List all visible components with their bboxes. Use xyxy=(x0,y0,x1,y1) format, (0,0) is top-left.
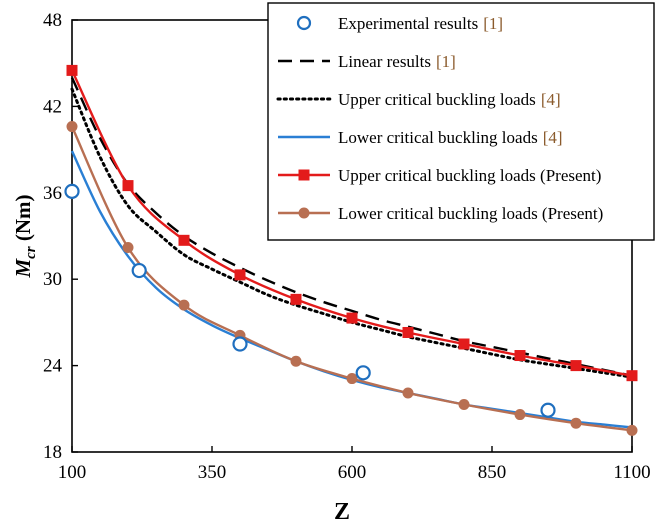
legend-symbol xyxy=(296,15,312,31)
legend-label: Lower critical buckling loads (Present) xyxy=(338,204,603,223)
legend-label-ref: [4] xyxy=(541,90,561,109)
data-point xyxy=(66,121,78,133)
data-point xyxy=(514,409,526,421)
legend-symbol-marker xyxy=(298,207,310,219)
series-2 xyxy=(70,77,633,377)
data-point xyxy=(234,269,246,281)
y-tick-label: 36 xyxy=(43,183,62,204)
data-point xyxy=(178,234,190,246)
legend-label-name: Lower critical buckling loads (Present) xyxy=(338,204,603,223)
legend-label-ref: [4] xyxy=(543,128,563,147)
data-point xyxy=(122,242,134,254)
data-point xyxy=(131,262,147,279)
data-point xyxy=(570,360,582,372)
legend-label-name: Lower critical buckling loads xyxy=(338,128,538,147)
x-tick-label: 850 xyxy=(478,462,507,483)
series-line xyxy=(70,69,633,377)
data-point xyxy=(402,326,414,338)
y-tick-label: 24 xyxy=(43,356,63,377)
data-point xyxy=(64,183,80,199)
data-point xyxy=(626,424,638,436)
x-tick-label: 350 xyxy=(198,462,227,483)
legend-entry-1: Experimental results [1] xyxy=(296,14,503,33)
series-line xyxy=(70,77,633,377)
series-5 xyxy=(66,64,638,382)
data-point xyxy=(626,370,638,382)
legend-label-name: Upper critical buckling loads xyxy=(338,90,536,109)
legend-label: Experimental results [1] xyxy=(338,14,503,33)
data-point xyxy=(514,350,526,362)
legend-entry-4: Lower critical buckling loads [4] xyxy=(278,128,563,147)
y-axis-title-symbol: M xyxy=(11,258,35,279)
legend-entry-5: Upper critical buckling loads (Present) xyxy=(278,166,601,185)
x-tick-label: 100 xyxy=(58,462,87,483)
legend-label-name: Upper critical buckling loads (Present) xyxy=(338,166,601,185)
y-axis-title-subscript: cr xyxy=(23,246,39,259)
data-point xyxy=(290,355,302,367)
y-tick-label: 18 xyxy=(43,442,62,463)
legend-entry-6: Lower critical buckling loads (Present) xyxy=(278,204,603,223)
legend-symbol-marker xyxy=(298,169,310,181)
y-axis-title-unit: (Nm) xyxy=(11,194,35,246)
legend-entry-2: Linear results [1] xyxy=(278,52,456,71)
legend: Experimental results [1] Linear results [1]… xyxy=(267,2,655,241)
data-point xyxy=(232,336,248,352)
data-point xyxy=(346,373,358,385)
data-point xyxy=(290,293,302,305)
series-1 xyxy=(64,183,556,418)
legend-label: Linear results [1] xyxy=(338,52,456,71)
y-axis-title: Mcr (Nm) xyxy=(11,194,39,278)
legend-label: Upper critical buckling loads [4] xyxy=(338,90,561,109)
data-point xyxy=(458,338,470,350)
legend-label-name: Linear results xyxy=(338,52,431,71)
legend-box xyxy=(267,2,655,241)
y-tick-label: 30 xyxy=(43,269,62,290)
x-axis-title: Z xyxy=(334,499,350,524)
legend-entry-3: Upper critical buckling loads [4] xyxy=(276,90,561,109)
data-point xyxy=(570,417,582,429)
legend-label: Upper critical buckling loads (Present) xyxy=(338,166,601,185)
data-point xyxy=(540,402,556,418)
data-point xyxy=(355,365,371,381)
data-point xyxy=(346,312,358,324)
x-tick-label: 600 xyxy=(338,462,367,483)
data-point xyxy=(66,64,78,76)
legend-label-name: Experimental results xyxy=(338,14,478,33)
legend-label-ref: [1] xyxy=(483,14,503,33)
legend-label-ref: [1] xyxy=(436,52,456,71)
series-layer xyxy=(64,64,638,436)
data-point xyxy=(402,387,414,399)
data-point xyxy=(458,398,470,410)
legend-label: Lower critical buckling loads [4] xyxy=(338,128,563,147)
x-tick-label: 1100 xyxy=(613,462,650,483)
data-point xyxy=(122,180,134,192)
data-point xyxy=(178,299,190,311)
y-tick-label: 48 xyxy=(43,10,62,31)
y-tick-label: 42 xyxy=(43,96,62,117)
